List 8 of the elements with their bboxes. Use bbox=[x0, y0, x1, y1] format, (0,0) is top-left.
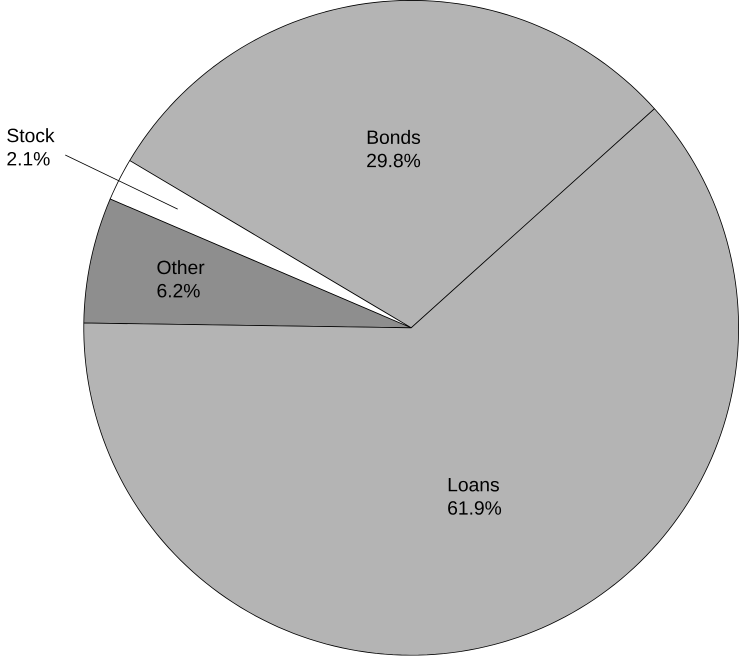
data-label: 2.1% bbox=[7, 152, 50, 166]
data-label: 29.8% bbox=[367, 154, 420, 168]
slice-label: Other bbox=[157, 260, 204, 274]
data-label: 6.2% bbox=[157, 284, 200, 298]
data-label: 61.9% bbox=[448, 501, 502, 515]
slice-label: Loans bbox=[448, 478, 499, 492]
slice-label: Bonds bbox=[368, 130, 420, 144]
slice-label: Stock bbox=[7, 128, 55, 142]
